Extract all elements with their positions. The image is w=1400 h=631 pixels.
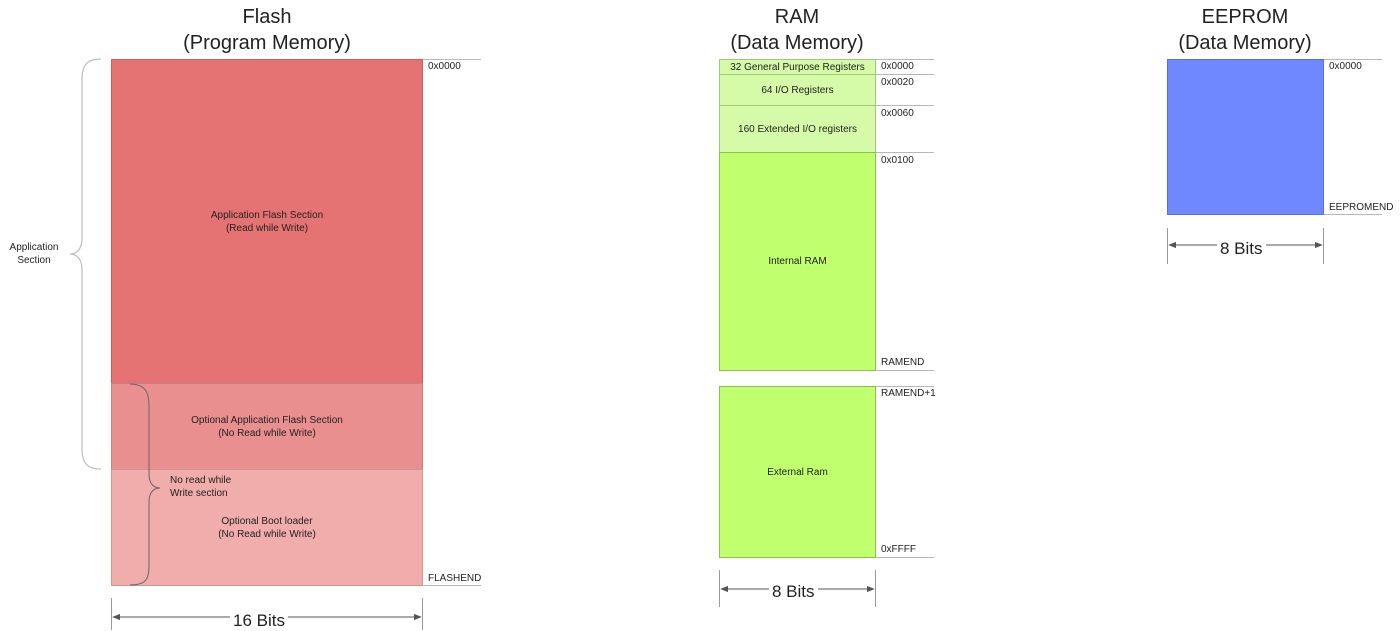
flash-optional-application-section: Optional Application Flash Section (No R… [111,383,423,470]
flash-boot-line2: (No Read while Write) [218,528,316,540]
flash-title: Flash (Program Memory) [167,4,367,56]
application-brace-icon [69,58,102,470]
eeprom-start-tick [1324,59,1382,60]
ram-title-line2: (Data Memory) [730,32,864,54]
nrww-label: No read while Write section [170,474,231,500]
flash-app-line1: Application Flash Section [210,209,324,221]
ram-width-left-line [719,570,720,607]
application-section-line1: Application [9,242,59,253]
flash-end-tick [423,585,481,586]
flash-app-line2: (Read while Write) [225,222,309,234]
flash-addr-start: 0x0000 [428,61,461,72]
ram-addr-0060: 0x0060 [881,108,914,119]
flash-title-line1: Flash [242,6,292,28]
ram-addr-ffff: 0xFFFF [881,544,916,555]
ram-tick-0000 [876,59,934,60]
eeprom-end-tick [1324,214,1382,215]
nrww-line2: Write section [170,488,228,499]
ram-io-registers: 64 I/O Registers [719,74,876,106]
ram-addr-ramend: RAMEND [881,357,925,368]
eeprom-title-line2: (Data Memory) [1178,32,1312,54]
ram-tick-0100 [876,152,934,153]
ram-tick-ramend [876,370,934,371]
flash-title-line2: (Program Memory) [183,32,351,54]
ram-title: RAM (Data Memory) [697,4,897,56]
flash-boot-line1: Optional Boot loader [221,515,313,527]
flash-addr-end: FLASHEND [428,573,482,584]
eeprom-addr-start: 0x0000 [1329,61,1362,72]
ram-tick-0020 [876,74,934,75]
ram-internal: Internal RAM [719,152,876,371]
flash-width-label: 16 Bits [230,611,288,631]
eeprom-width-left-line [1167,228,1168,264]
ram-width-label: 8 Bits [769,582,818,602]
nrww-line1: No read while [170,475,232,486]
application-section-label: Application Section [2,241,66,267]
ram-title-line1: RAM [774,6,820,28]
ram-tick-0060 [876,105,934,106]
flash-start-tick [423,59,481,60]
eeprom-title-line1: EEPROM [1201,6,1289,28]
flash-width-left-line [111,598,112,630]
eeprom-width-label: 8 Bits [1217,239,1266,259]
ram-external: External Ram [719,386,876,558]
eeprom-title: EEPROM (Data Memory) [1145,4,1345,56]
flash-opt-app-line2: (No Read while Write) [218,427,316,439]
ram-addr-0000: 0x0000 [881,61,914,72]
flash-boot-loader-section: Optional Boot loader (No Read while Writ… [111,469,423,586]
flash-width-right-line [422,598,423,630]
ram-tick-ffff [876,557,934,558]
eeprom-width-right-line [1323,228,1324,264]
ram-addr-0100: 0x0100 [881,155,914,166]
ram-ext-io-registers: 160 Extended I/O registers [719,105,876,153]
nrww-brace-icon [129,383,161,586]
ram-width-right-line [875,570,876,607]
ram-tick-ramend1 [876,386,934,387]
eeprom-addr-end: EEPROMEND [1329,202,1394,213]
application-section-line2: Section [17,255,51,266]
flash-application-section: Application Flash Section (Read while Wr… [111,59,423,384]
ram-addr-ramend1: RAMEND+1 [881,388,936,399]
eeprom-memory [1167,59,1324,215]
flash-opt-app-line1: Optional Application Flash Section [191,414,343,426]
ram-addr-0020: 0x0020 [881,77,914,88]
